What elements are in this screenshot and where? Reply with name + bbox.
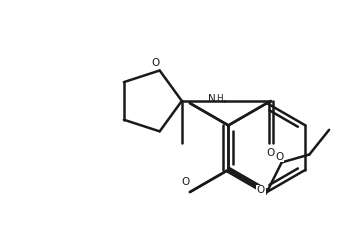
Text: O: O — [267, 148, 275, 158]
Text: O: O — [257, 185, 265, 195]
Text: N: N — [208, 94, 216, 104]
Text: O: O — [276, 152, 284, 161]
Text: H: H — [216, 94, 222, 103]
Text: O: O — [182, 177, 190, 187]
Text: O: O — [151, 58, 160, 68]
